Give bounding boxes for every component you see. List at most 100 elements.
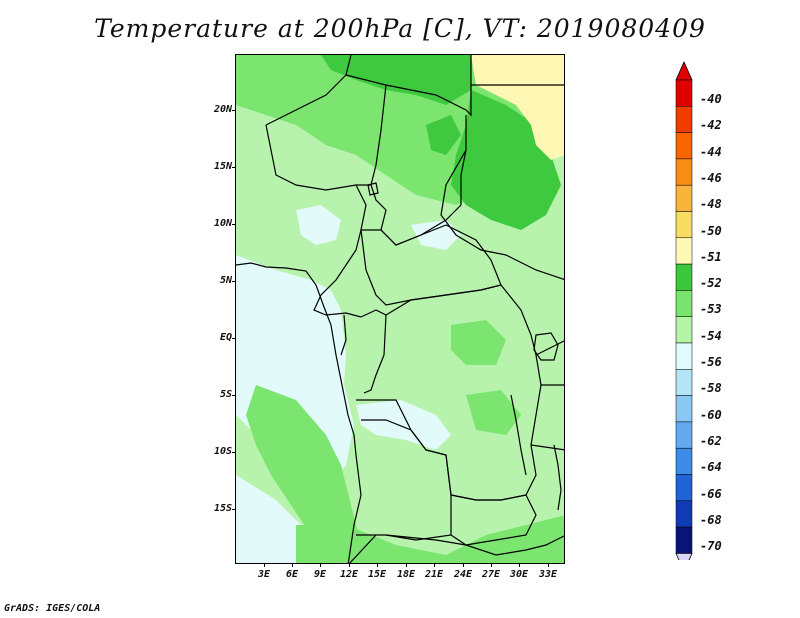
colorbar-label: -53 [700,302,722,317]
lon-tick [434,563,435,567]
colorbar-swatch [675,211,693,239]
colorbar-label: -51 [700,249,722,264]
colorbar-swatch [675,184,693,212]
border-north-1 [265,55,352,126]
lon-tick [519,563,520,567]
lat-label-5n: 5N [219,275,232,286]
colorbar-swatch [675,263,693,291]
borders [236,55,564,563]
colorbar-label: -50 [700,223,722,238]
field-yellow-northeast [471,55,564,160]
lon-label-24e: 24E [453,569,473,580]
colorbar-label: -54 [700,328,722,343]
colorbar-swatch [675,237,693,265]
lon-label-27e: 27E [481,569,501,580]
colorbar: -40 -42 -44 -46 -48 -50 -51 -52 -53 -54 -56 -58 -60 -… [672,60,800,573]
field-cyan-center [356,400,451,450]
lon-label-21e: 21E [424,569,444,580]
lon-tick [320,563,321,567]
colorbar-swatch [675,395,693,423]
lake-malawi [553,444,562,511]
colorbar-label: -46 [700,170,722,185]
lon-tick [406,563,407,567]
lon-tick [377,563,378,567]
lon-label-3e: 3E [257,569,271,580]
colorbar-label: -70 [700,539,722,554]
colorbar-swatch [675,421,693,449]
lake-tanganyika [510,394,527,476]
lat-tick [232,167,236,168]
colorbar-swatch [675,447,693,475]
lon-tick [292,563,293,567]
field-cyan-patch-north [296,205,341,245]
field-green-south-west [246,385,366,563]
colorbar-label: -60 [700,407,722,422]
field-green-south-band [296,515,564,563]
border-angola [349,399,452,563]
lat-label-15n: 15N [213,161,232,172]
lake-chad [367,182,379,196]
colorbar-label: -56 [700,355,722,369]
lat-tick [232,281,236,282]
lat-label-10s: 10S [213,446,232,457]
colorbar-swatch [675,369,693,396]
colorbar-swatch [675,79,693,107]
colorbar-label: -44 [700,144,722,159]
colorbar-swatch [675,106,693,133]
footer-credit: GrADS: IGES/COLA [4,603,101,614]
lon-tick [349,563,350,567]
colorbar-label: -66 [700,486,722,501]
chart-title: Temperature at 200hPa [C], VT: 201908040… [94,14,706,43]
lat-label-20n: 20N [213,104,232,115]
coastline-west-africa [236,262,362,563]
field-green-east-patch [466,390,521,435]
colorbar-swatch [675,132,693,160]
border-east-1 [530,340,564,451]
colorbar-label: -42 [700,118,722,133]
colorbar-label: -58 [700,381,722,396]
colorbar-swatch [675,526,693,554]
border-congo [340,309,387,394]
lat-tick [232,110,236,111]
border-zambia [450,494,537,546]
border-south [385,534,564,556]
colorbar-label: -68 [700,512,722,527]
border-sudan [440,84,564,280]
colorbar-swatch [675,474,693,502]
lon-label-18e: 18E [396,569,416,580]
lon-label-33e: 33E [538,569,558,580]
colorbar-swatch [675,500,693,528]
border-cameroon [313,184,367,318]
lat-tick [232,224,236,225]
lat-label-eq: EQ [219,332,232,343]
colorbar-swatch [675,290,693,317]
lon-label-9e: 9E [313,569,327,580]
lake-victoria [533,332,559,361]
border-north-2 [345,55,472,117]
colorbar-swatch [675,316,693,344]
colorbar-swatch [675,158,693,186]
colorbar-top-arrow [675,61,693,81]
lat-tick [232,338,236,339]
colorbar-bar [675,61,693,573]
lat-tick [232,452,236,453]
lon-tick [463,563,464,567]
field-cyan-patch-ne [411,220,461,250]
border-niger-nigeria [265,124,371,191]
colorbar-label: -62 [700,433,722,448]
lon-tick [264,563,265,567]
field-green-central-patch [451,320,506,365]
lat-tick [232,509,236,510]
lon-label-12e: 12E [339,569,359,580]
field-darkgreen-north [321,55,471,105]
lon-tick [548,563,549,567]
lat-label-10n: 10N [213,218,232,229]
colorbar-label: -48 [700,197,722,212]
lat-tick [232,395,236,396]
lon-tick [491,563,492,567]
colorbar-label: -52 [700,276,722,291]
lon-label-30e: 30E [509,569,529,580]
temperature-field [236,55,564,563]
colorbar-label: -64 [700,460,722,475]
lat-label-5s: 5S [219,389,232,400]
